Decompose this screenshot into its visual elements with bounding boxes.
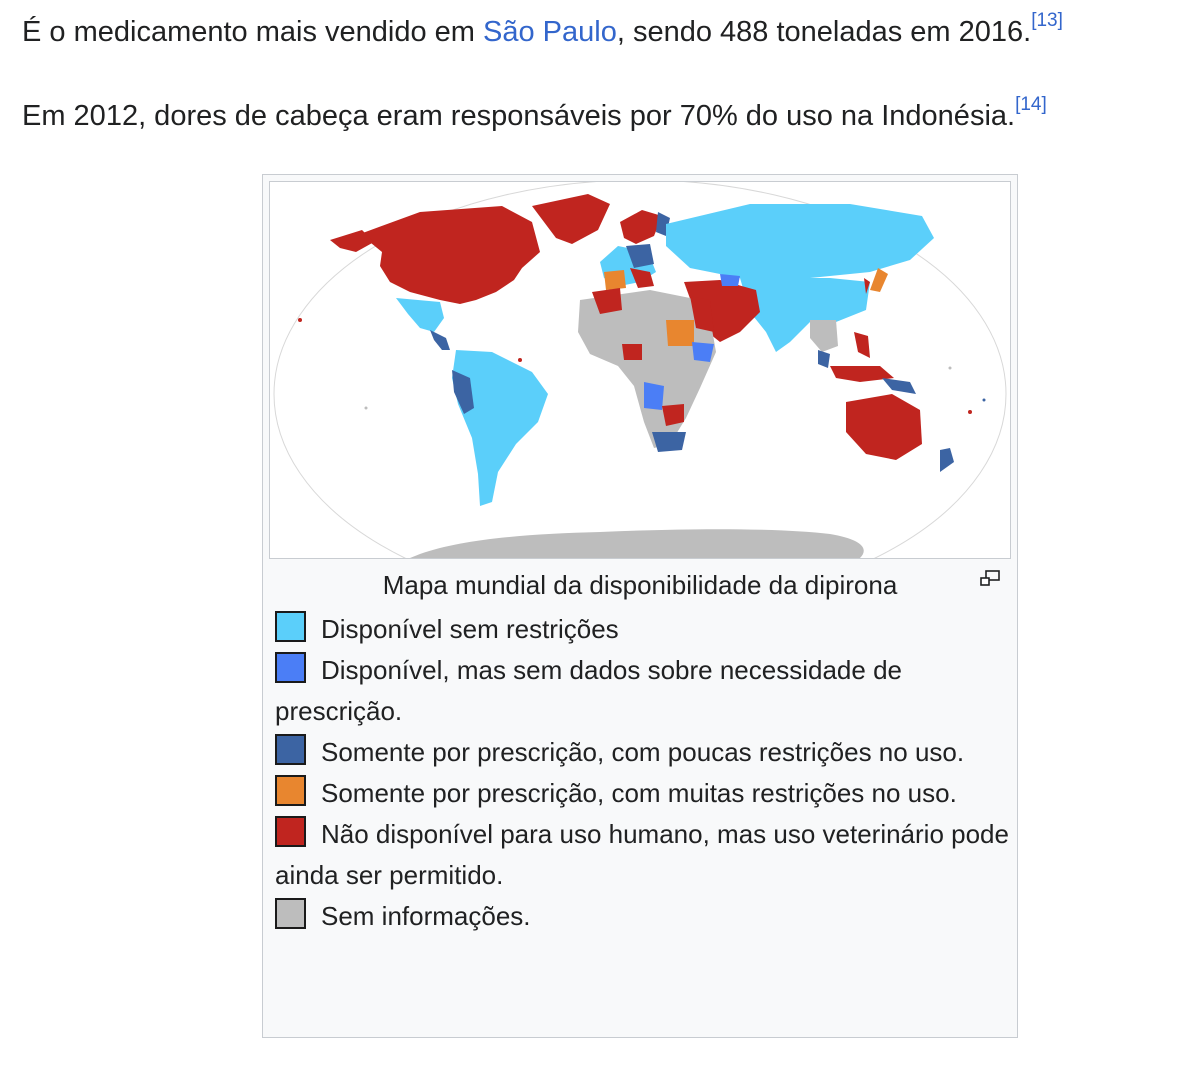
region-korea xyxy=(864,278,870,294)
reference-13: [13] xyxy=(1031,10,1063,31)
region-ethiopia xyxy=(692,342,714,362)
region-island-1 xyxy=(298,318,302,322)
link-sao-paulo[interactable]: São Paulo xyxy=(483,16,617,48)
region-central-asia-blue xyxy=(720,274,740,286)
region-north-africa xyxy=(592,288,622,314)
legend-item-no-prescription-data: Disponível, mas sem dados sobre necessid… xyxy=(275,650,1011,732)
region-central-america xyxy=(430,330,450,350)
p2-text: Em 2012, dores de cabeça eram responsáve… xyxy=(22,100,1016,132)
p1-text-after: , sendo 488 toneladas em 2016. xyxy=(616,16,1032,48)
region-island-4 xyxy=(364,406,368,410)
legend-swatch xyxy=(275,611,306,642)
legend-swatch xyxy=(275,734,306,765)
region-indonesia-east xyxy=(882,378,916,394)
region-scandinavia xyxy=(620,210,662,244)
region-indonesia xyxy=(830,366,894,382)
region-asia-south xyxy=(740,278,870,352)
reference-14-link[interactable]: [14] xyxy=(1015,94,1047,115)
region-australia xyxy=(846,394,922,460)
map-figure: Mapa mundial da disponibilidade da dipir… xyxy=(262,174,1018,1038)
legend-label: Disponível sem restrições xyxy=(321,614,619,644)
legend-swatch xyxy=(275,775,306,806)
region-angola xyxy=(644,382,664,410)
region-malaysia xyxy=(818,350,830,368)
region-italy-balkans xyxy=(630,268,654,288)
legend-label: Sem informações. xyxy=(321,901,531,931)
map-legend: Disponível sem restrições Disponível, ma… xyxy=(275,609,1011,937)
region-japan xyxy=(870,268,888,292)
region-south-america xyxy=(452,350,548,506)
legend-label: Somente por prescrição, com muitas restr… xyxy=(321,778,957,808)
world-map xyxy=(273,182,1007,558)
region-nigeria xyxy=(622,344,642,360)
region-sudan xyxy=(666,320,694,346)
legend-label: Disponível, mas sem dados sobre necessid… xyxy=(275,655,902,726)
region-iberia xyxy=(604,270,626,290)
map-caption: Mapa mundial da disponibilidade da dipir… xyxy=(382,570,898,600)
region-greenland xyxy=(532,194,610,244)
legend-item-banned-human-use: Não disponível para uso humano, mas uso … xyxy=(275,814,1011,896)
region-philippines xyxy=(854,332,870,358)
legend-item-unrestricted: Disponível sem restrições xyxy=(275,609,1011,650)
reference-14: [14] xyxy=(1015,94,1047,115)
legend-label: Não disponível para uso humano, mas uso … xyxy=(275,819,1009,890)
world-map-image[interactable] xyxy=(269,181,1011,559)
region-peru xyxy=(452,370,474,414)
region-island-2 xyxy=(968,410,972,414)
region-zambia-zimbabwe xyxy=(662,404,684,426)
legend-item-no-information: Sem informações. xyxy=(275,896,1011,937)
region-new-zealand xyxy=(940,448,954,472)
legend-swatch xyxy=(275,816,306,847)
region-island-3 xyxy=(982,398,986,402)
region-indochina xyxy=(810,320,838,352)
legend-label: Somente por prescrição, com poucas restr… xyxy=(321,737,965,767)
region-island-5 xyxy=(948,366,952,370)
region-north-america xyxy=(360,206,540,304)
region-alaska xyxy=(330,230,374,252)
paragraph-sales: É o medicamento mais vendido em São Paul… xyxy=(22,11,1063,50)
region-central-europe xyxy=(626,244,654,268)
region-south-africa xyxy=(652,432,686,452)
region-island-6 xyxy=(518,358,522,362)
region-antarctica xyxy=(410,529,864,558)
legend-item-prescription-many-restrictions: Somente por prescrição, com muitas restr… xyxy=(275,773,1011,814)
region-egypt xyxy=(690,296,714,332)
legend-item-prescription-few-restrictions: Somente por prescrição, com poucas restr… xyxy=(275,732,1011,773)
region-mexico xyxy=(396,298,444,332)
region-russia xyxy=(666,204,934,278)
legend-swatch xyxy=(275,652,306,683)
magnify-clip-icon[interactable] xyxy=(979,569,1003,589)
legend-swatch xyxy=(275,898,306,929)
reference-13-link[interactable]: [13] xyxy=(1031,10,1063,31)
paragraph-indonesia: Em 2012, dores de cabeça eram responsáve… xyxy=(22,95,1047,134)
p1-text-before: É o medicamento mais vendido em xyxy=(22,16,483,48)
